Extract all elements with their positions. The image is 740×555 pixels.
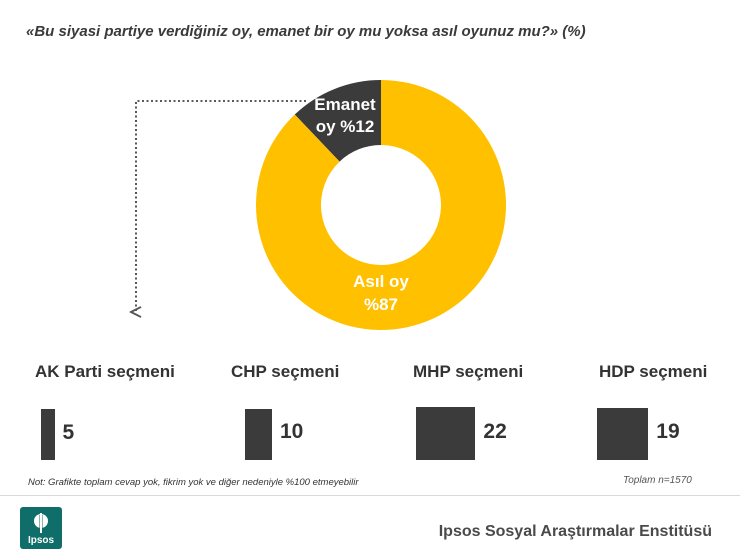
ipsos-mark-icon — [34, 513, 48, 533]
slice-label-emanet-line1: Emanet — [314, 95, 376, 114]
slice-label-asil-line1: Asıl oy — [353, 272, 409, 291]
ipsos-logo: Ipsos — [20, 507, 62, 549]
value-label-ak-parti: 5 — [62, 420, 75, 444]
bar-mhp — [416, 407, 476, 460]
slice-label-asil-line2: %87 — [364, 295, 398, 314]
slice-label-emanet-line2: oy %12 — [316, 117, 375, 136]
value-label-mhp: 22 — [483, 419, 507, 443]
category-label-ak-parti: AK Parti seçmeni — [35, 362, 175, 381]
bar-chp — [245, 408, 272, 460]
category-label-hdp: HDP seçmeni — [599, 362, 708, 381]
value-label-hdp: 19 — [656, 419, 680, 443]
value-label-chp: 10 — [280, 420, 304, 444]
chart-title: «Bu siyasi partiye verdiğiniz oy, emanet… — [26, 23, 586, 40]
donut-slice-emanet — [294, 80, 381, 162]
footer-divider — [0, 495, 740, 496]
sample-size: Toplam n=1570 — [623, 475, 692, 486]
logo-text: Ipsos — [27, 535, 55, 546]
callout-arrow — [136, 100, 306, 312]
category-label-mhp: MHP seçmeni — [413, 362, 524, 381]
footer-brand: Ipsos Sosyal Araştırmalar Enstitüsü — [438, 523, 712, 540]
donut-slice-asil — [256, 80, 506, 330]
bar-ak-parti — [41, 409, 55, 460]
footnote: Not: Grafikte toplam cevap yok, fikrim y… — [28, 477, 359, 488]
category-label-chp: CHP seçmeni — [231, 362, 340, 381]
bar-hdp — [597, 407, 649, 460]
